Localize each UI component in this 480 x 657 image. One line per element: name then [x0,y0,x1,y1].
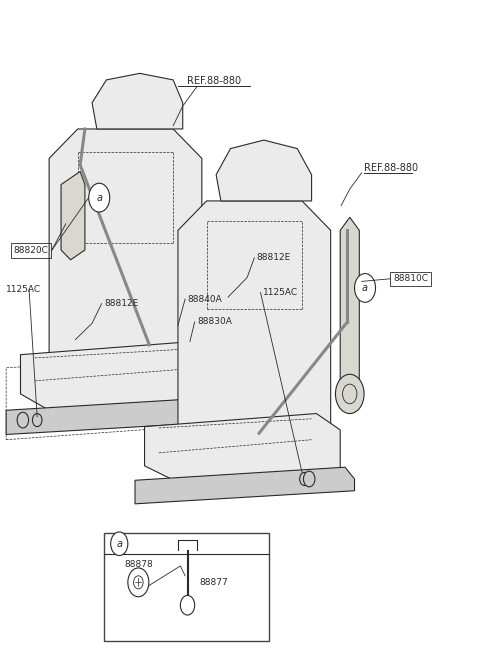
Text: 88812E: 88812E [257,254,291,262]
Polygon shape [178,201,331,456]
Text: a: a [116,539,122,549]
Polygon shape [49,129,202,368]
Text: 88830A: 88830A [197,317,232,327]
Circle shape [128,568,149,597]
Text: 1125AC: 1125AC [263,288,298,297]
Circle shape [17,412,29,428]
Polygon shape [340,217,360,391]
Polygon shape [92,74,183,129]
Circle shape [89,183,110,212]
Text: 88878: 88878 [124,560,153,569]
Circle shape [300,472,309,486]
Circle shape [111,532,128,556]
Polygon shape [216,140,312,201]
Polygon shape [144,413,340,482]
Polygon shape [135,467,355,504]
Text: REF.88-880: REF.88-880 [187,76,241,87]
Polygon shape [6,397,230,434]
Circle shape [133,576,143,589]
Circle shape [33,413,42,426]
Bar [11,244,51,258]
Text: 88812E: 88812E [104,299,138,308]
Polygon shape [21,342,216,410]
Text: REF.88-880: REF.88-880 [364,163,418,173]
Text: a: a [362,283,368,293]
Text: a: a [96,193,102,202]
Polygon shape [61,171,85,260]
Text: 88877: 88877 [199,578,228,587]
Text: 88840A: 88840A [188,294,222,304]
Circle shape [336,374,364,413]
Text: 1125AC: 1125AC [6,284,41,294]
Circle shape [180,595,195,615]
Bar [390,271,431,286]
Circle shape [303,471,315,487]
Text: 88810C: 88810C [393,274,428,283]
Bar [104,533,269,641]
Text: 88820C: 88820C [14,246,48,255]
Circle shape [355,273,375,302]
